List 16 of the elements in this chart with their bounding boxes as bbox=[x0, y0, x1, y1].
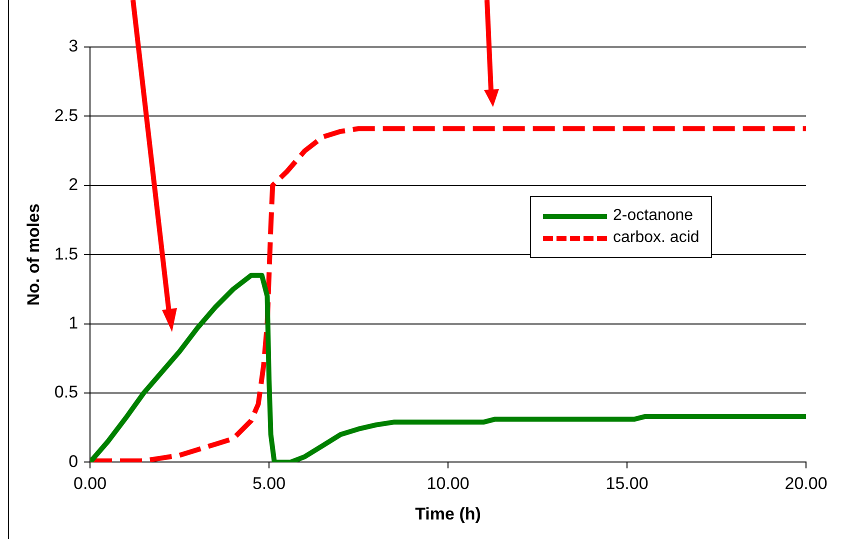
y-tick-label: 2.5 bbox=[54, 106, 78, 125]
y-tick-label: 2 bbox=[68, 175, 78, 194]
x-tick-label: 5.00 bbox=[252, 474, 286, 494]
y-tick-label: 3 bbox=[68, 36, 78, 56]
x-tick-label: 20.00 bbox=[784, 474, 828, 494]
y-tick-label: 1 bbox=[68, 313, 78, 332]
x-tick-label: 15.00 bbox=[606, 474, 648, 494]
x-tick-label: 10.00 bbox=[426, 474, 470, 494]
y-axis-title: No. of moles bbox=[24, 204, 43, 306]
x-tick-label: 0.00 bbox=[73, 474, 107, 494]
legend-label: carbox. acid bbox=[613, 229, 700, 247]
y-tick-label: 0.5 bbox=[54, 382, 78, 402]
legend-label: 2-octanone bbox=[613, 207, 694, 225]
y-tick-label: 0 bbox=[68, 452, 78, 471]
x-axis-title: Time (h) bbox=[415, 504, 481, 524]
y-tick-label: 1.5 bbox=[54, 244, 78, 264]
